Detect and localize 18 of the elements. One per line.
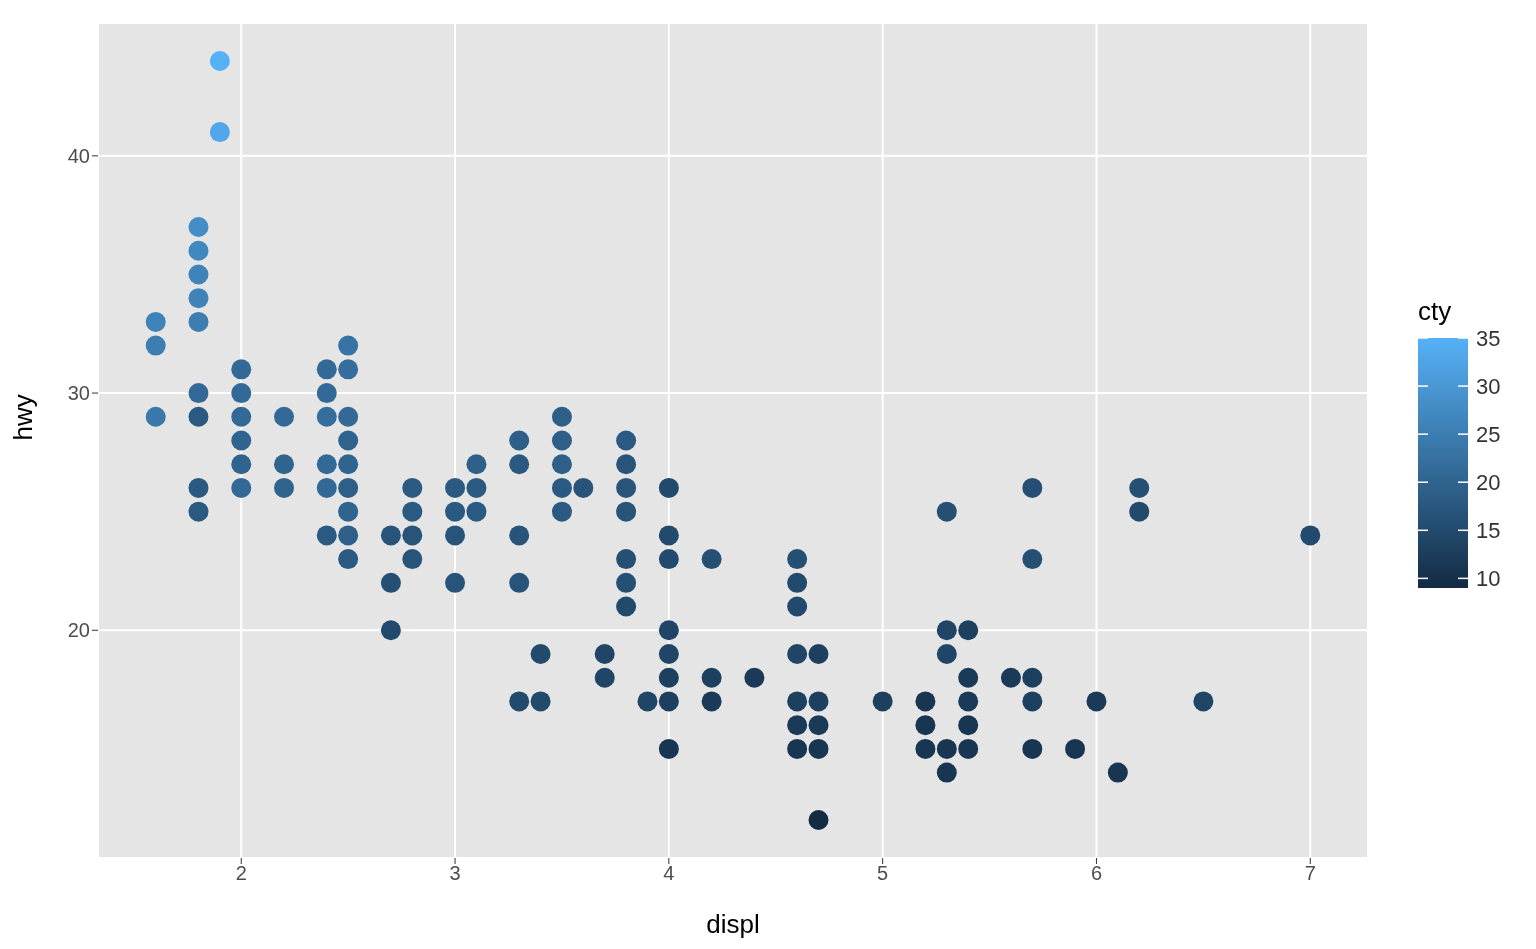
y-tick-label: 20: [67, 619, 90, 642]
color-bar-label: 30: [1476, 374, 1501, 400]
color-bar-label: 25: [1476, 422, 1501, 448]
color-bar-label: 15: [1476, 518, 1501, 544]
x-tick-label: 6: [1090, 862, 1103, 885]
color-bar-title: cty: [1418, 296, 1452, 326]
x-axis-title: displ: [706, 909, 760, 939]
x-tick-label: 5: [877, 862, 889, 885]
x-tick-label: 2: [235, 862, 247, 885]
y-axis-title: hwy: [8, 394, 39, 441]
x-tick-label: 4: [663, 862, 675, 885]
x-tick-label: 7: [1304, 862, 1316, 885]
color-bar-label: 10: [1476, 566, 1501, 592]
x-tick-label: 3: [449, 862, 461, 885]
y-tick-label: 30: [67, 382, 90, 405]
y-tick-label: 40: [67, 144, 90, 167]
color-bar-label: 20: [1476, 470, 1501, 496]
color-bar-label: 35: [1476, 326, 1501, 351]
